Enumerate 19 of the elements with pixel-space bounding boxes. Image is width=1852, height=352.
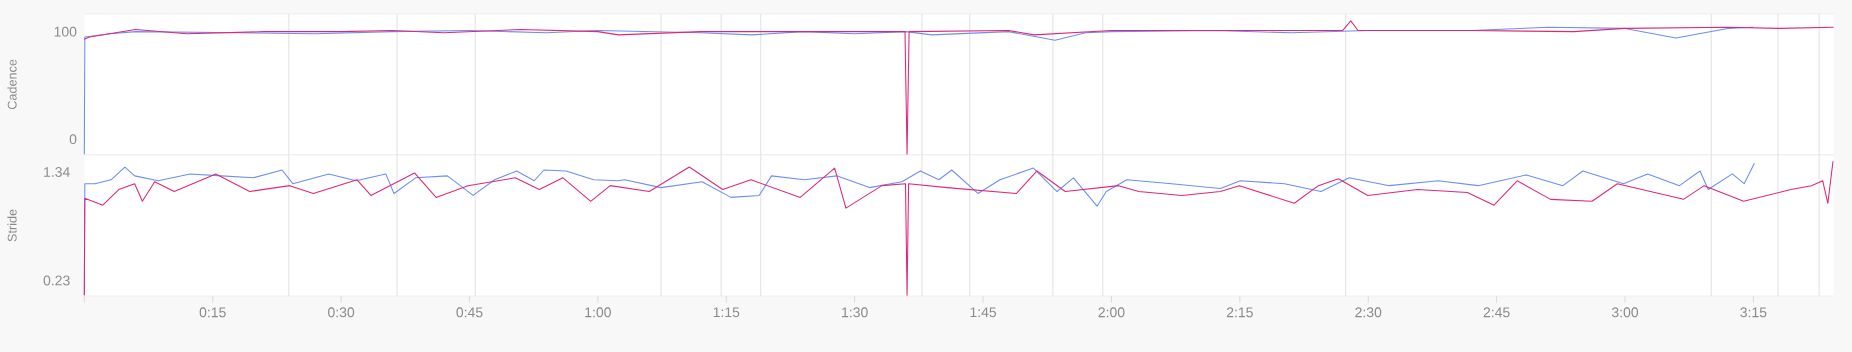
y-tick-label: 100	[54, 26, 77, 37]
x-tick-label: 1:30	[842, 307, 868, 318]
x-tick-label: 1:15	[713, 307, 740, 318]
x-tick-label: 2:30	[1355, 307, 1382, 318]
x-tick-label: 1:45	[970, 307, 997, 318]
y-axis-title: Stride	[7, 209, 17, 242]
y-tick-label: 0.23	[43, 275, 70, 286]
x-tick-label: 2:15	[1226, 307, 1253, 318]
x-tick-label: 0:15	[199, 307, 226, 318]
y-tick-label: 1.34	[44, 167, 70, 177]
y-axis-title: Cadence	[7, 59, 17, 110]
x-tick-label: 1:00	[585, 307, 611, 318]
x-tick-label: 2:00	[1098, 307, 1125, 318]
x-tick-label: 0:45	[456, 307, 483, 318]
x-tick-label: 3:15	[1740, 307, 1767, 318]
x-tick-label: 0:30	[328, 307, 355, 318]
x-tick-label: 3:00	[1611, 307, 1639, 318]
x-tick-label: 2:45	[1483, 307, 1510, 318]
y-tick-label: 0	[69, 134, 77, 145]
